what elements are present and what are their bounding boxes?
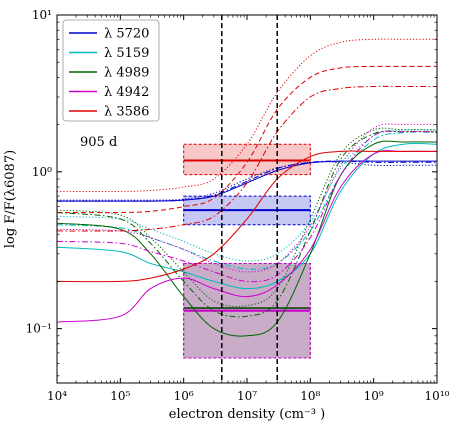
curve-series-3-dashdot xyxy=(57,130,437,283)
x-tick-label: 10⁹ xyxy=(364,389,384,403)
model-curves xyxy=(57,38,437,337)
curve-series-3-dotted xyxy=(57,123,437,273)
legend-label-2: λ 4989 xyxy=(104,66,149,81)
curve-series-1-dotted xyxy=(57,129,437,262)
curve-series-2-dotted xyxy=(57,127,437,308)
axis-ticks: 10⁴ 10⁵ 10⁶ 10⁷ 10⁸ 10⁹ 10¹⁰ 10⁻¹ 10⁰ 10¹ xyxy=(26,8,450,403)
curve-series-2-dashdot xyxy=(57,130,437,318)
legend-label-4: λ 3586 xyxy=(104,105,149,120)
x-tick-label: 10⁵ xyxy=(110,389,130,403)
curve-series-2-solid xyxy=(57,140,437,337)
y-tick-label: 10⁰ xyxy=(32,165,52,179)
y-tick-label: 10¹ xyxy=(32,8,52,22)
x-axis-label: electron density (cm⁻³ ) xyxy=(169,407,325,422)
curve-series-3-solid xyxy=(57,150,437,323)
uncertainty-boxes xyxy=(183,143,311,359)
curve-series-4-dashed xyxy=(57,65,437,214)
curve-series-4-solid xyxy=(57,150,437,283)
x-tick-label: 10⁸ xyxy=(300,389,320,403)
x-tick-label: 10¹⁰ xyxy=(425,389,450,403)
legend-label-0: λ 5720 xyxy=(104,27,149,42)
legend-label-1: λ 5159 xyxy=(104,46,149,61)
curve-series-0-dashdot xyxy=(57,160,437,202)
x-tick-label: 10⁴ xyxy=(47,389,67,403)
y-tick-label: 10⁻¹ xyxy=(26,322,52,336)
curve-series-1-dashdot xyxy=(57,131,437,270)
legend-box xyxy=(62,19,160,122)
legend: λ 5720 λ 5159 λ 4989 λ 4942 λ 3586 xyxy=(62,19,160,122)
annotation-epoch: 905 d xyxy=(80,135,117,150)
box-series-4 xyxy=(183,143,311,176)
x-tick-label: 10⁷ xyxy=(237,389,257,403)
legend-label-3: λ 4942 xyxy=(104,85,149,100)
y-axis-label: log F/F(λ6087) xyxy=(3,150,18,248)
density-markers xyxy=(221,15,278,383)
x-tick-label: 10⁶ xyxy=(174,389,194,403)
curve-series-4-dashdot xyxy=(57,85,437,232)
